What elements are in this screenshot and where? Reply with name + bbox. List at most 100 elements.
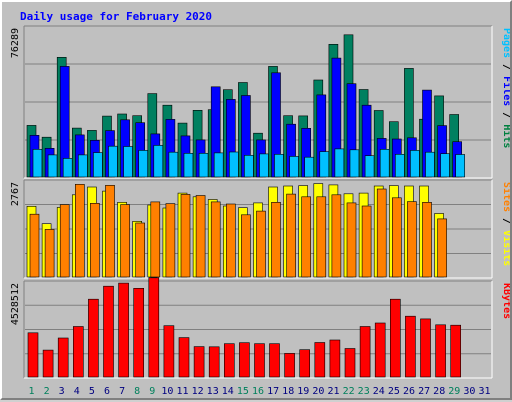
bar-pages-day-10 xyxy=(168,151,179,178)
bar-sites-day-21 xyxy=(331,194,342,278)
x-tick-label-day-14: 14 xyxy=(222,386,234,397)
x-tick-label-day-28: 28 xyxy=(433,386,445,397)
x-tick-label-day-23: 23 xyxy=(358,386,370,397)
bar-pages-day-9 xyxy=(153,145,164,178)
x-tick-label-day-8: 8 xyxy=(134,386,140,397)
bar-sites-day-11 xyxy=(180,194,191,278)
daily-usage-chart: Daily usage for February 2020 76289 Pages… xyxy=(10,10,512,397)
bar-sites-day-20 xyxy=(316,196,327,278)
bar-pages-day-23 xyxy=(364,155,375,178)
x-tick-label-day-17: 17 xyxy=(267,386,279,397)
bar-pages-day-20 xyxy=(319,151,330,178)
bar-kbytes-day-9 xyxy=(148,277,160,378)
bar-kbytes-day-3 xyxy=(57,337,69,378)
x-tick-label-day-19: 19 xyxy=(297,386,309,397)
x-tick-label-day-24: 24 xyxy=(373,386,385,397)
legend-entry: Sites xyxy=(501,182,510,212)
bar-kbytes-day-27 xyxy=(420,318,431,378)
bar-kbytes-day-15 xyxy=(239,342,250,378)
x-tick-label-day-29: 29 xyxy=(448,386,460,397)
legend: Sites / Visits xyxy=(501,182,510,266)
bar-pages-day-24 xyxy=(379,149,390,178)
bar-kbytes-day-26 xyxy=(405,315,416,378)
legend: Pages / Files / Hits xyxy=(501,28,510,148)
bar-sites-day-15 xyxy=(241,214,251,278)
bar-pages-day-18 xyxy=(289,156,299,178)
x-tick-label-day-11: 11 xyxy=(176,386,188,397)
bar-kbytes-day-14 xyxy=(224,343,235,378)
bar-pages-day-21 xyxy=(334,148,345,178)
legend-entry: Files xyxy=(501,76,510,106)
x-tick-label-day-21: 21 xyxy=(327,386,339,397)
bar-kbytes-day-11 xyxy=(178,337,190,378)
bar-pages-day-4 xyxy=(78,154,88,178)
x-tick-label-day-18: 18 xyxy=(282,386,294,397)
x-tick-label-day-27: 27 xyxy=(418,386,430,397)
bar-kbytes-day-28 xyxy=(435,324,446,378)
bar-sites-day-19 xyxy=(301,196,312,278)
bar-kbytes-day-4 xyxy=(73,326,84,378)
bar-pages-day-14 xyxy=(229,151,239,178)
panel-hits-files-pages: 76289 Pages / Files / Hits xyxy=(10,25,512,179)
bar-kbytes-day-18 xyxy=(284,353,295,378)
bar-pages-day-26 xyxy=(410,150,420,178)
x-tick-label-day-31: 31 xyxy=(478,386,490,397)
bar-sites-day-25 xyxy=(391,197,402,278)
bar-kbytes-day-17 xyxy=(269,343,280,378)
bar-pages-day-19 xyxy=(304,156,315,178)
panel-sites-visits: 2767 Sites / Visits xyxy=(10,179,512,279)
max-value-label: 4528512 xyxy=(10,283,21,325)
bar-pages-day-27 xyxy=(425,151,435,178)
chart-title: Daily usage for February 2020 xyxy=(20,10,212,23)
bar-pages-day-16 xyxy=(259,153,269,178)
bar-sites-day-14 xyxy=(226,203,236,278)
bar-sites-day-5 xyxy=(90,203,100,278)
bar-kbytes-day-24 xyxy=(374,322,386,378)
bar-sites-day-9 xyxy=(150,201,161,278)
bar-sites-day-28 xyxy=(437,218,447,278)
x-tick-label-day-15: 15 xyxy=(237,386,249,397)
bar-pages-day-8 xyxy=(138,150,148,178)
bar-sites-day-13 xyxy=(210,201,221,278)
bar-sites-day-7 xyxy=(120,204,130,278)
x-tick-label-day-2: 2 xyxy=(44,386,50,397)
bar-kbytes-day-8 xyxy=(133,287,144,378)
x-tick-label-day-10: 10 xyxy=(161,386,173,397)
bar-kbytes-day-23 xyxy=(359,326,371,378)
legend-entry: / xyxy=(501,106,510,124)
bar-sites-day-1 xyxy=(29,213,40,278)
bar-sites-day-24 xyxy=(376,188,387,278)
bar-kbytes-day-29 xyxy=(450,324,462,378)
legend-entry: KBytes xyxy=(501,283,510,319)
bar-pages-day-5 xyxy=(93,152,103,178)
bar-sites-day-4 xyxy=(75,184,85,278)
legend-entry: Hits xyxy=(501,124,510,148)
x-tick-label-day-16: 16 xyxy=(252,386,264,397)
bar-pages-day-11 xyxy=(183,153,194,178)
max-value-label: 76289 xyxy=(10,28,21,58)
bar-sites-day-6 xyxy=(105,185,115,278)
bar-kbytes-day-12 xyxy=(193,346,205,378)
bar-sites-day-2 xyxy=(44,229,55,278)
x-tick-label-day-25: 25 xyxy=(388,386,400,397)
bar-kbytes-day-21 xyxy=(329,339,341,378)
legend-entry: Pages xyxy=(501,28,510,58)
bar-pages-day-13 xyxy=(213,152,224,178)
legend-entry: / xyxy=(501,58,510,76)
x-tick-label-day-13: 13 xyxy=(207,386,219,397)
bar-kbytes-day-10 xyxy=(163,325,175,378)
panel-kbytes: 4528512 KBytes xyxy=(10,277,512,379)
bar-kbytes-day-22 xyxy=(344,348,356,378)
bar-pages-day-17 xyxy=(274,154,284,178)
x-tick-label-day-20: 20 xyxy=(312,386,324,397)
bar-kbytes-day-13 xyxy=(208,346,220,378)
bar-pages-day-1 xyxy=(32,149,43,178)
x-tick-label-day-9: 9 xyxy=(149,386,155,397)
x-tick-label-day-7: 7 xyxy=(119,386,125,397)
bar-sites-day-8 xyxy=(135,222,145,278)
bar-sites-day-3 xyxy=(59,204,70,278)
bar-pages-day-25 xyxy=(394,154,405,178)
bar-kbytes-day-16 xyxy=(254,343,265,378)
bar-pages-day-12 xyxy=(198,153,209,178)
bar-kbytes-day-2 xyxy=(42,349,54,378)
